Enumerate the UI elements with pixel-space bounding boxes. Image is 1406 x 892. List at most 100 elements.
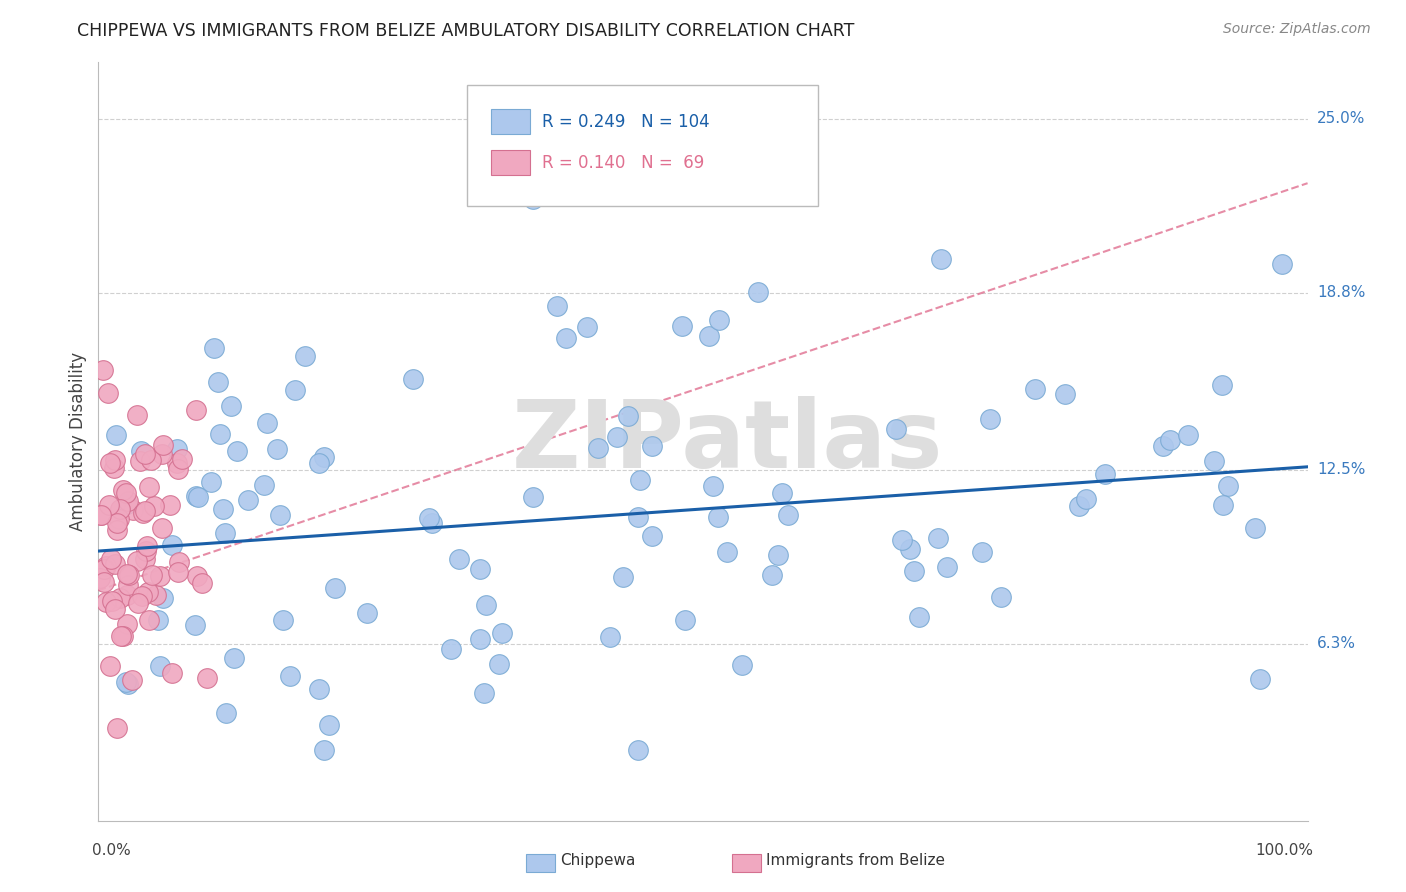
Point	[970, 544, 993, 558]
Point	[94, 595, 117, 609]
Point	[269, 508, 291, 522]
Point	[138, 480, 160, 494]
Point	[112, 483, 135, 497]
Point	[187, 490, 209, 504]
Point	[318, 718, 340, 732]
Point	[1152, 439, 1174, 453]
Point	[266, 442, 288, 456]
Point	[1212, 498, 1234, 512]
Point	[110, 629, 132, 643]
Point	[1177, 427, 1199, 442]
Point	[152, 438, 174, 452]
Text: ZIPatlas: ZIPatlas	[512, 395, 943, 488]
Point	[612, 570, 634, 584]
Point	[104, 453, 127, 467]
Point	[219, 399, 242, 413]
Point	[159, 498, 181, 512]
Point	[98, 659, 121, 673]
Point	[134, 552, 156, 566]
Point	[731, 657, 754, 672]
Point	[97, 385, 120, 400]
Point	[145, 588, 167, 602]
Text: 18.8%: 18.8%	[1317, 285, 1365, 301]
Point	[166, 442, 188, 456]
Point	[200, 475, 222, 489]
Point	[238, 492, 260, 507]
Point	[491, 626, 513, 640]
Point	[697, 329, 720, 343]
Point	[308, 682, 330, 697]
Point	[1024, 382, 1046, 396]
Point	[125, 554, 148, 568]
Point	[420, 516, 443, 530]
Point	[122, 503, 145, 517]
Point	[1069, 499, 1091, 513]
Point	[546, 299, 568, 313]
Point	[117, 494, 139, 508]
Point	[212, 502, 235, 516]
Point	[115, 588, 138, 602]
FancyBboxPatch shape	[526, 854, 555, 872]
Point	[626, 743, 648, 757]
Point	[890, 533, 912, 547]
Point	[555, 331, 578, 345]
Point	[575, 319, 598, 334]
Point	[129, 443, 152, 458]
Point	[472, 686, 495, 700]
Point	[470, 562, 492, 576]
Point	[468, 632, 491, 647]
Point	[323, 581, 346, 595]
Point	[1244, 521, 1267, 535]
Point	[402, 372, 425, 386]
Point	[160, 538, 183, 552]
Point	[104, 557, 127, 571]
Point	[172, 452, 194, 467]
Point	[90, 508, 112, 523]
Point	[121, 673, 143, 687]
Point	[148, 659, 170, 673]
Point	[1159, 433, 1181, 447]
Point	[1218, 479, 1240, 493]
Text: Source: ZipAtlas.com: Source: ZipAtlas.com	[1223, 22, 1371, 37]
Text: CHIPPEWA VS IMMIGRANTS FROM BELIZE AMBULATORY DISABILITY CORRELATION CHART: CHIPPEWA VS IMMIGRANTS FROM BELIZE AMBUL…	[77, 22, 855, 40]
Point	[89, 571, 111, 585]
Point	[284, 383, 307, 397]
FancyBboxPatch shape	[492, 110, 530, 134]
Point	[169, 555, 191, 569]
Point	[716, 545, 738, 559]
Point	[160, 666, 183, 681]
Point	[110, 502, 132, 516]
Point	[747, 285, 769, 300]
Point	[136, 585, 159, 599]
Point	[884, 422, 907, 436]
Point	[114, 486, 136, 500]
Point	[475, 598, 498, 612]
Point	[127, 596, 149, 610]
Point	[628, 474, 651, 488]
Point	[134, 504, 156, 518]
Text: R = 0.249   N = 104: R = 0.249 N = 104	[543, 112, 710, 130]
Point	[136, 539, 159, 553]
Point	[314, 450, 336, 464]
Point	[186, 568, 208, 582]
Point	[94, 558, 117, 573]
Point	[709, 313, 731, 327]
Point	[146, 613, 169, 627]
Point	[761, 568, 783, 582]
Point	[166, 462, 188, 476]
FancyBboxPatch shape	[467, 85, 818, 207]
Point	[253, 478, 276, 492]
Point	[671, 318, 693, 333]
Point	[150, 521, 173, 535]
FancyBboxPatch shape	[492, 151, 530, 175]
Point	[107, 511, 129, 525]
Point	[586, 441, 609, 455]
Point	[183, 618, 205, 632]
Point	[93, 561, 115, 575]
Point	[115, 616, 138, 631]
Point	[929, 252, 952, 266]
Point	[990, 591, 1012, 605]
Point	[522, 193, 544, 207]
Point	[439, 641, 461, 656]
Point	[202, 341, 225, 355]
